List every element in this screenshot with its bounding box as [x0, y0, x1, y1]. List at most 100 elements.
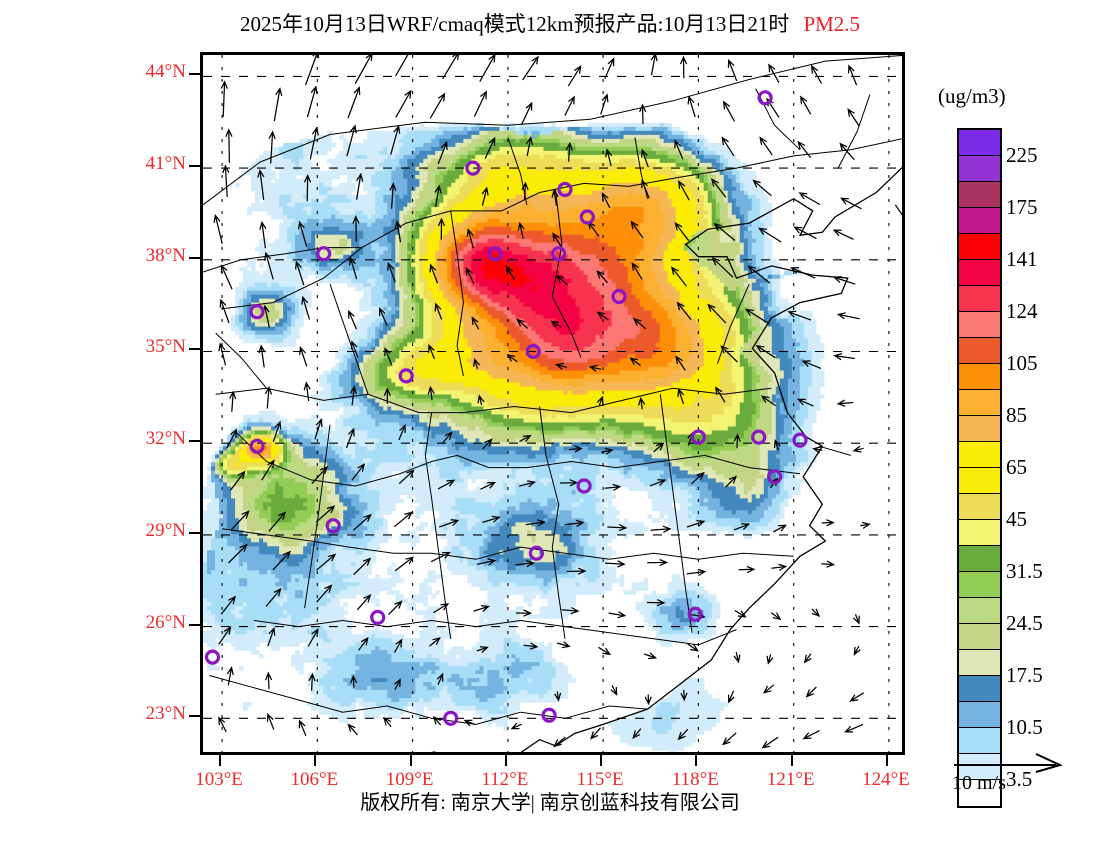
station-marker [525, 343, 541, 360]
title-main-text: 2025年10月13日WRF/cmaq模式12km预报产品:10月13日21时 [239, 12, 790, 36]
copyright-footer: 版权所有: 南京大学| 南京创蓝科技有限公司 [360, 792, 740, 814]
y-axis-tick-label: 35°N [145, 336, 186, 358]
station-marker [443, 710, 459, 726]
colorbar-band [959, 442, 1000, 468]
colorbar-band [959, 650, 1000, 676]
x-axis-tick-mark [600, 755, 603, 766]
colorbar-band [959, 754, 1000, 780]
x-axis-tick-mark [885, 755, 888, 766]
colorbar-tick-label: 124 [1006, 299, 1038, 323]
colorbar-units-label: (ug/m3) [938, 84, 1006, 108]
colorbar-band [959, 468, 1000, 494]
x-axis-tick-label: 121°E [766, 769, 815, 790]
station-marker [541, 707, 557, 723]
station-marker [611, 288, 627, 305]
station-marker [690, 429, 706, 445]
x-axis-tick-label: 109°E [385, 769, 434, 790]
y-axis-tick-mark [189, 623, 200, 626]
colorbar-tick-label: 17.5 [1006, 663, 1043, 687]
station-marker [579, 209, 595, 225]
wind-scale-legend: 10 m/s [952, 752, 1092, 795]
y-axis-tick-mark [189, 165, 200, 168]
concentration-field [203, 55, 902, 752]
x-axis-tick-label: 115°E [576, 769, 624, 790]
colorbar-band [959, 338, 1000, 364]
colorbar-band [959, 312, 1000, 338]
station-marker [204, 649, 221, 665]
x-axis-tick-mark [409, 755, 412, 766]
y-axis-tick-mark [189, 256, 200, 259]
station-marker [557, 181, 573, 198]
colorbar-band [959, 208, 1000, 234]
colorbar-band [959, 624, 1000, 650]
colorbar[interactable] [957, 128, 1002, 808]
x-axis-tick-mark [219, 755, 222, 766]
title-species-text: PM2.5 [803, 12, 861, 36]
colorbar-band [959, 702, 1000, 728]
colorbar-tick-label: 3.5 [1006, 767, 1033, 791]
colorbar-tick-label: 141 [1006, 247, 1038, 271]
colorbar-band [959, 130, 1000, 156]
colorbar-band [959, 156, 1000, 182]
x-axis-tick-label: 103°E [195, 769, 243, 790]
y-axis-tick-mark [189, 715, 200, 718]
y-axis-tick-mark [189, 73, 200, 76]
colorbar-band [959, 520, 1000, 546]
station-marker [325, 518, 341, 534]
y-axis-tick-label: 38°N [145, 244, 186, 266]
page-title: 2025年10月13日WRF/cmaq模式12km预报产品:10月13日21时 P… [0, 8, 1100, 38]
field-raster [203, 122, 825, 752]
colorbar-band [959, 676, 1000, 702]
colorbar-band [959, 286, 1000, 312]
colorbar-band [959, 234, 1000, 260]
station-markers [204, 90, 808, 726]
station-marker [757, 90, 773, 106]
station-marker [766, 469, 783, 485]
y-axis-tick-label: 26°N [145, 611, 186, 633]
station-marker [249, 438, 265, 454]
y-axis-tick-mark [189, 531, 200, 534]
wind-vector-field [213, 55, 871, 749]
x-axis-tick-mark [695, 755, 698, 766]
colorbar-band [959, 364, 1000, 390]
station-marker [751, 429, 767, 445]
map-plot-frame[interactable] [200, 52, 905, 755]
colorbar-tick-label: 65 [1006, 455, 1027, 479]
y-axis-tick-label: 44°N [145, 61, 186, 83]
x-axis-tick-mark [790, 755, 793, 766]
colorbar-tick-label: 105 [1006, 351, 1038, 375]
y-axis-tick-mark [189, 348, 200, 351]
colorbar-band [959, 390, 1000, 416]
colorbar-tick-label: 31.5 [1006, 559, 1043, 583]
colorbar-band [959, 728, 1000, 754]
colorbar-tick-label: 24.5 [1006, 611, 1043, 635]
colorbar-band [959, 780, 1000, 806]
colorbar-band [959, 260, 1000, 286]
y-axis-tick-label: 32°N [145, 428, 186, 450]
colorbar-tick-label: 175 [1006, 195, 1038, 219]
x-axis-tick-label: 106°E [290, 769, 339, 790]
colorbar-band [959, 182, 1000, 208]
y-axis-tick-label: 41°N [145, 153, 186, 175]
station-marker [528, 545, 544, 561]
x-axis-tick-label: 118°E [671, 769, 719, 790]
y-axis-tick-label: 29°N [145, 519, 186, 541]
station-marker [465, 160, 481, 176]
station-marker [792, 432, 808, 448]
colorbar-band [959, 416, 1000, 442]
x-axis-tick-label: 112°E [481, 769, 529, 790]
station-marker [487, 246, 503, 262]
x-axis-tick-mark [314, 755, 317, 766]
y-axis-tick-label: 23°N [145, 703, 186, 725]
arrow-right-icon [952, 752, 1092, 774]
station-marker [687, 606, 703, 622]
x-axis-tick-mark [504, 755, 507, 766]
colorbar-band [959, 572, 1000, 598]
colorbar-tick-label: 225 [1006, 143, 1038, 167]
station-marker [370, 609, 386, 626]
colorbar-band [959, 546, 1000, 572]
map-boundaries [203, 55, 902, 752]
y-axis-tick-mark [189, 440, 200, 443]
station-marker [316, 246, 332, 262]
station-marker [249, 304, 265, 320]
